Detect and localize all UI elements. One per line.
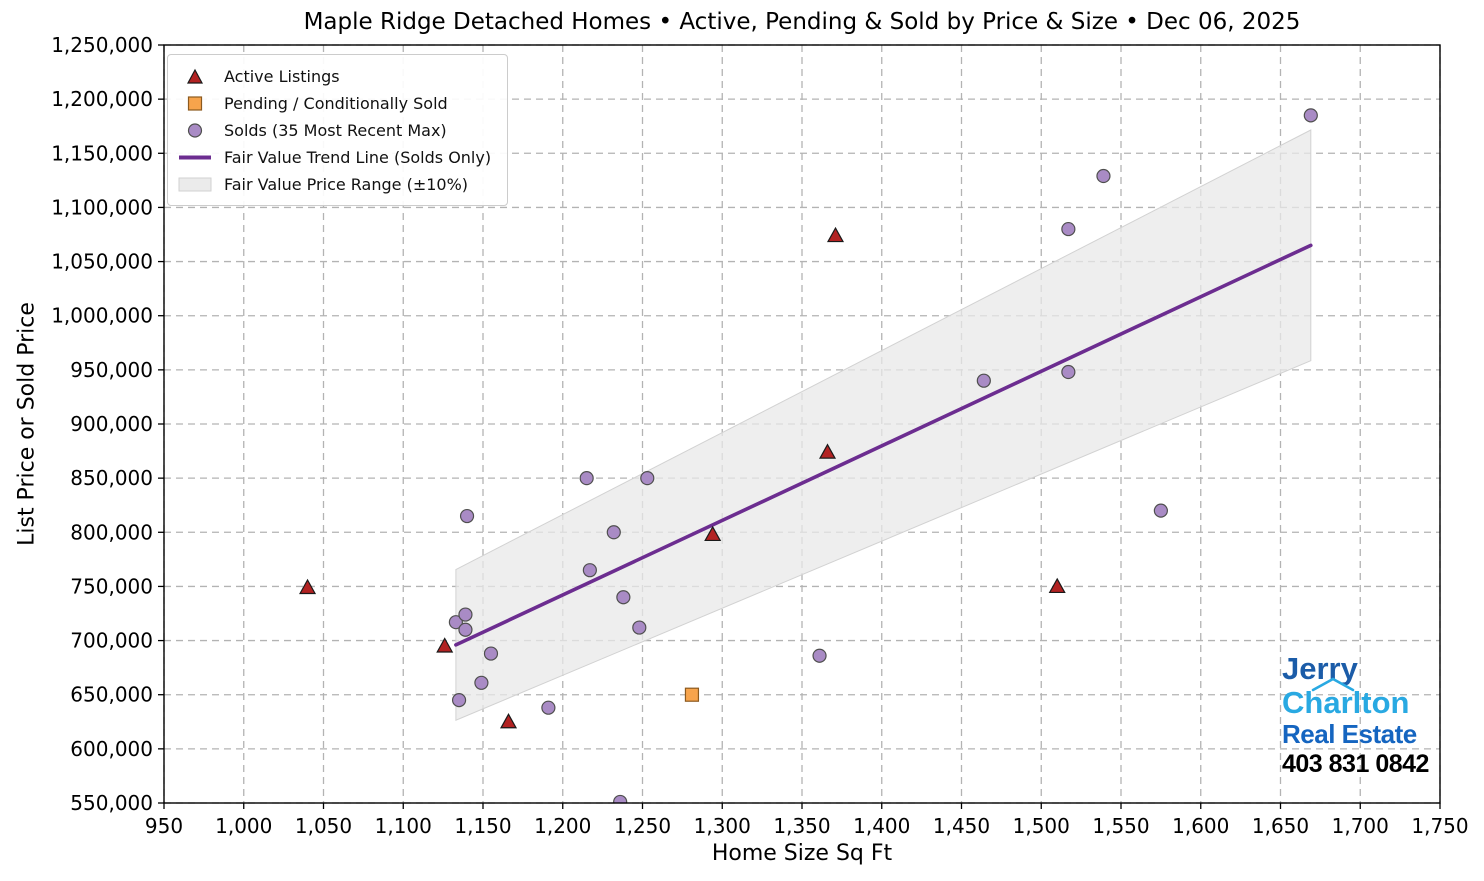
sold-point — [582, 563, 597, 578]
pending-marker-icon — [176, 94, 214, 113]
y-tick-label: 650,000 — [70, 683, 153, 707]
pending-point — [684, 687, 700, 702]
sold-point — [474, 675, 489, 690]
y-tick-label: 1,050,000 — [51, 250, 153, 274]
x-tick-label: 1,700 — [1332, 814, 1389, 838]
x-tick-label: 1,500 — [1013, 814, 1070, 838]
x-tick-label: 1,250 — [614, 814, 671, 838]
active-listing-point — [1048, 577, 1066, 594]
legend-item-range: Fair Value Price Range (±10%) — [176, 171, 491, 197]
x-tick-label: 1,050 — [295, 814, 352, 838]
x-tick-label: 1,200 — [534, 814, 591, 838]
legend-item-active: Active Listings — [176, 63, 491, 89]
sold-point — [1303, 108, 1318, 123]
x-tick-label: 1,100 — [375, 814, 432, 838]
roof-icon — [1311, 677, 1355, 692]
y-tick-label: 700,000 — [70, 629, 153, 653]
active-listing-point — [826, 226, 845, 243]
legend-item-pending: Pending / Conditionally Sold — [176, 90, 491, 116]
active-listing-point — [819, 443, 837, 459]
sold-point — [1096, 168, 1111, 184]
sold-point — [640, 471, 655, 486]
y-tick-label: 600,000 — [70, 737, 153, 761]
y-tick-label: 1,000,000 — [51, 304, 153, 328]
sold-point — [459, 508, 475, 524]
legend-label-trend: Fair Value Trend Line (Solds Only) — [224, 147, 492, 167]
sold-point — [1061, 364, 1076, 380]
y-tick-label: 900,000 — [70, 412, 153, 436]
sold-point — [1061, 221, 1076, 237]
x-tick-label: 1,650 — [1252, 814, 1309, 838]
trend-line — [454, 243, 1313, 647]
fair-value-band — [455, 129, 1312, 722]
x-tick-label: 1,750 — [1411, 814, 1468, 838]
x-tick-label: 1,350 — [773, 814, 830, 838]
y-tick-label: 800,000 — [70, 520, 153, 544]
y-tick-label: 1,100,000 — [51, 195, 153, 219]
sold-point — [458, 622, 473, 637]
x-tick-label: 1,400 — [853, 814, 910, 838]
x-tick-label: 950 — [145, 814, 183, 838]
trend-line-icon — [176, 148, 214, 167]
x-tick-label: 1,550 — [1092, 814, 1149, 838]
watermark-jerry: Jerry — [1282, 651, 1358, 686]
legend-item-trend: Fair Value Trend Line (Solds Only) — [176, 144, 491, 170]
active-listing-point — [299, 578, 317, 595]
watermark-real-estate: Real Estate — [1282, 719, 1417, 749]
legend: Active Listings Pending / Conditionally … — [167, 54, 509, 206]
sold-point — [541, 700, 556, 715]
sold-point — [448, 615, 463, 630]
sold-point — [632, 620, 647, 635]
legend-label-solds: Solds (35 Most Recent Max) — [224, 120, 447, 140]
price-range-patch-icon — [176, 175, 214, 194]
x-tick-label: 1,600 — [1172, 814, 1229, 838]
watermark-phone: 403 831 0842 — [1282, 750, 1429, 778]
sold-point — [616, 590, 631, 605]
active-listing-point — [500, 713, 518, 729]
legend-item-solds: Solds (35 Most Recent Max) — [176, 117, 491, 143]
y-tick-label: 850,000 — [70, 466, 153, 490]
watermark-charlton: Charlton — [1282, 677, 1429, 720]
active-listings-marker-icon — [176, 67, 214, 86]
sold-point — [613, 794, 628, 803]
y-tick-label: 950,000 — [70, 358, 153, 382]
watermark-logo: Jerry Charlton Real Estate 403 831 0842 — [1282, 652, 1429, 779]
active-listing-point — [436, 637, 454, 653]
legend-label-active: Active Listings — [224, 66, 340, 86]
x-tick-label: 1,300 — [694, 814, 751, 838]
sold-point — [976, 373, 991, 388]
x-tick-label: 1,450 — [933, 814, 990, 838]
x-axis-label: Home Size Sq Ft — [711, 841, 893, 866]
solds-marker-icon — [176, 121, 214, 140]
watermark-charlton-text: Charlton — [1282, 685, 1410, 720]
y-tick-label: 550,000 — [70, 791, 153, 815]
y-tick-label: 750,000 — [70, 574, 153, 598]
chart-title: Maple Ridge Detached Homes • Active, Pen… — [303, 9, 1301, 35]
data-layer — [299, 108, 1318, 803]
sold-point — [579, 471, 594, 486]
y-tick-label: 1,200,000 — [51, 87, 153, 111]
legend-label-range: Fair Value Price Range (±10%) — [224, 174, 469, 194]
sold-point — [483, 646, 499, 661]
sold-point — [451, 693, 467, 708]
y-tick-label: 1,150,000 — [51, 141, 153, 165]
sold-point — [812, 648, 827, 663]
sold-point — [1153, 503, 1168, 518]
sold-point — [606, 525, 621, 540]
x-tick-label: 1,000 — [215, 814, 272, 838]
x-tick-label: 1,150 — [454, 814, 511, 838]
sold-point — [458, 607, 473, 622]
legend-label-pending: Pending / Conditionally Sold — [224, 93, 448, 113]
active-listing-point — [704, 525, 722, 542]
y-tick-label: 1,250,000 — [51, 33, 153, 57]
y-axis-label: List Price or Sold Price — [14, 302, 40, 546]
